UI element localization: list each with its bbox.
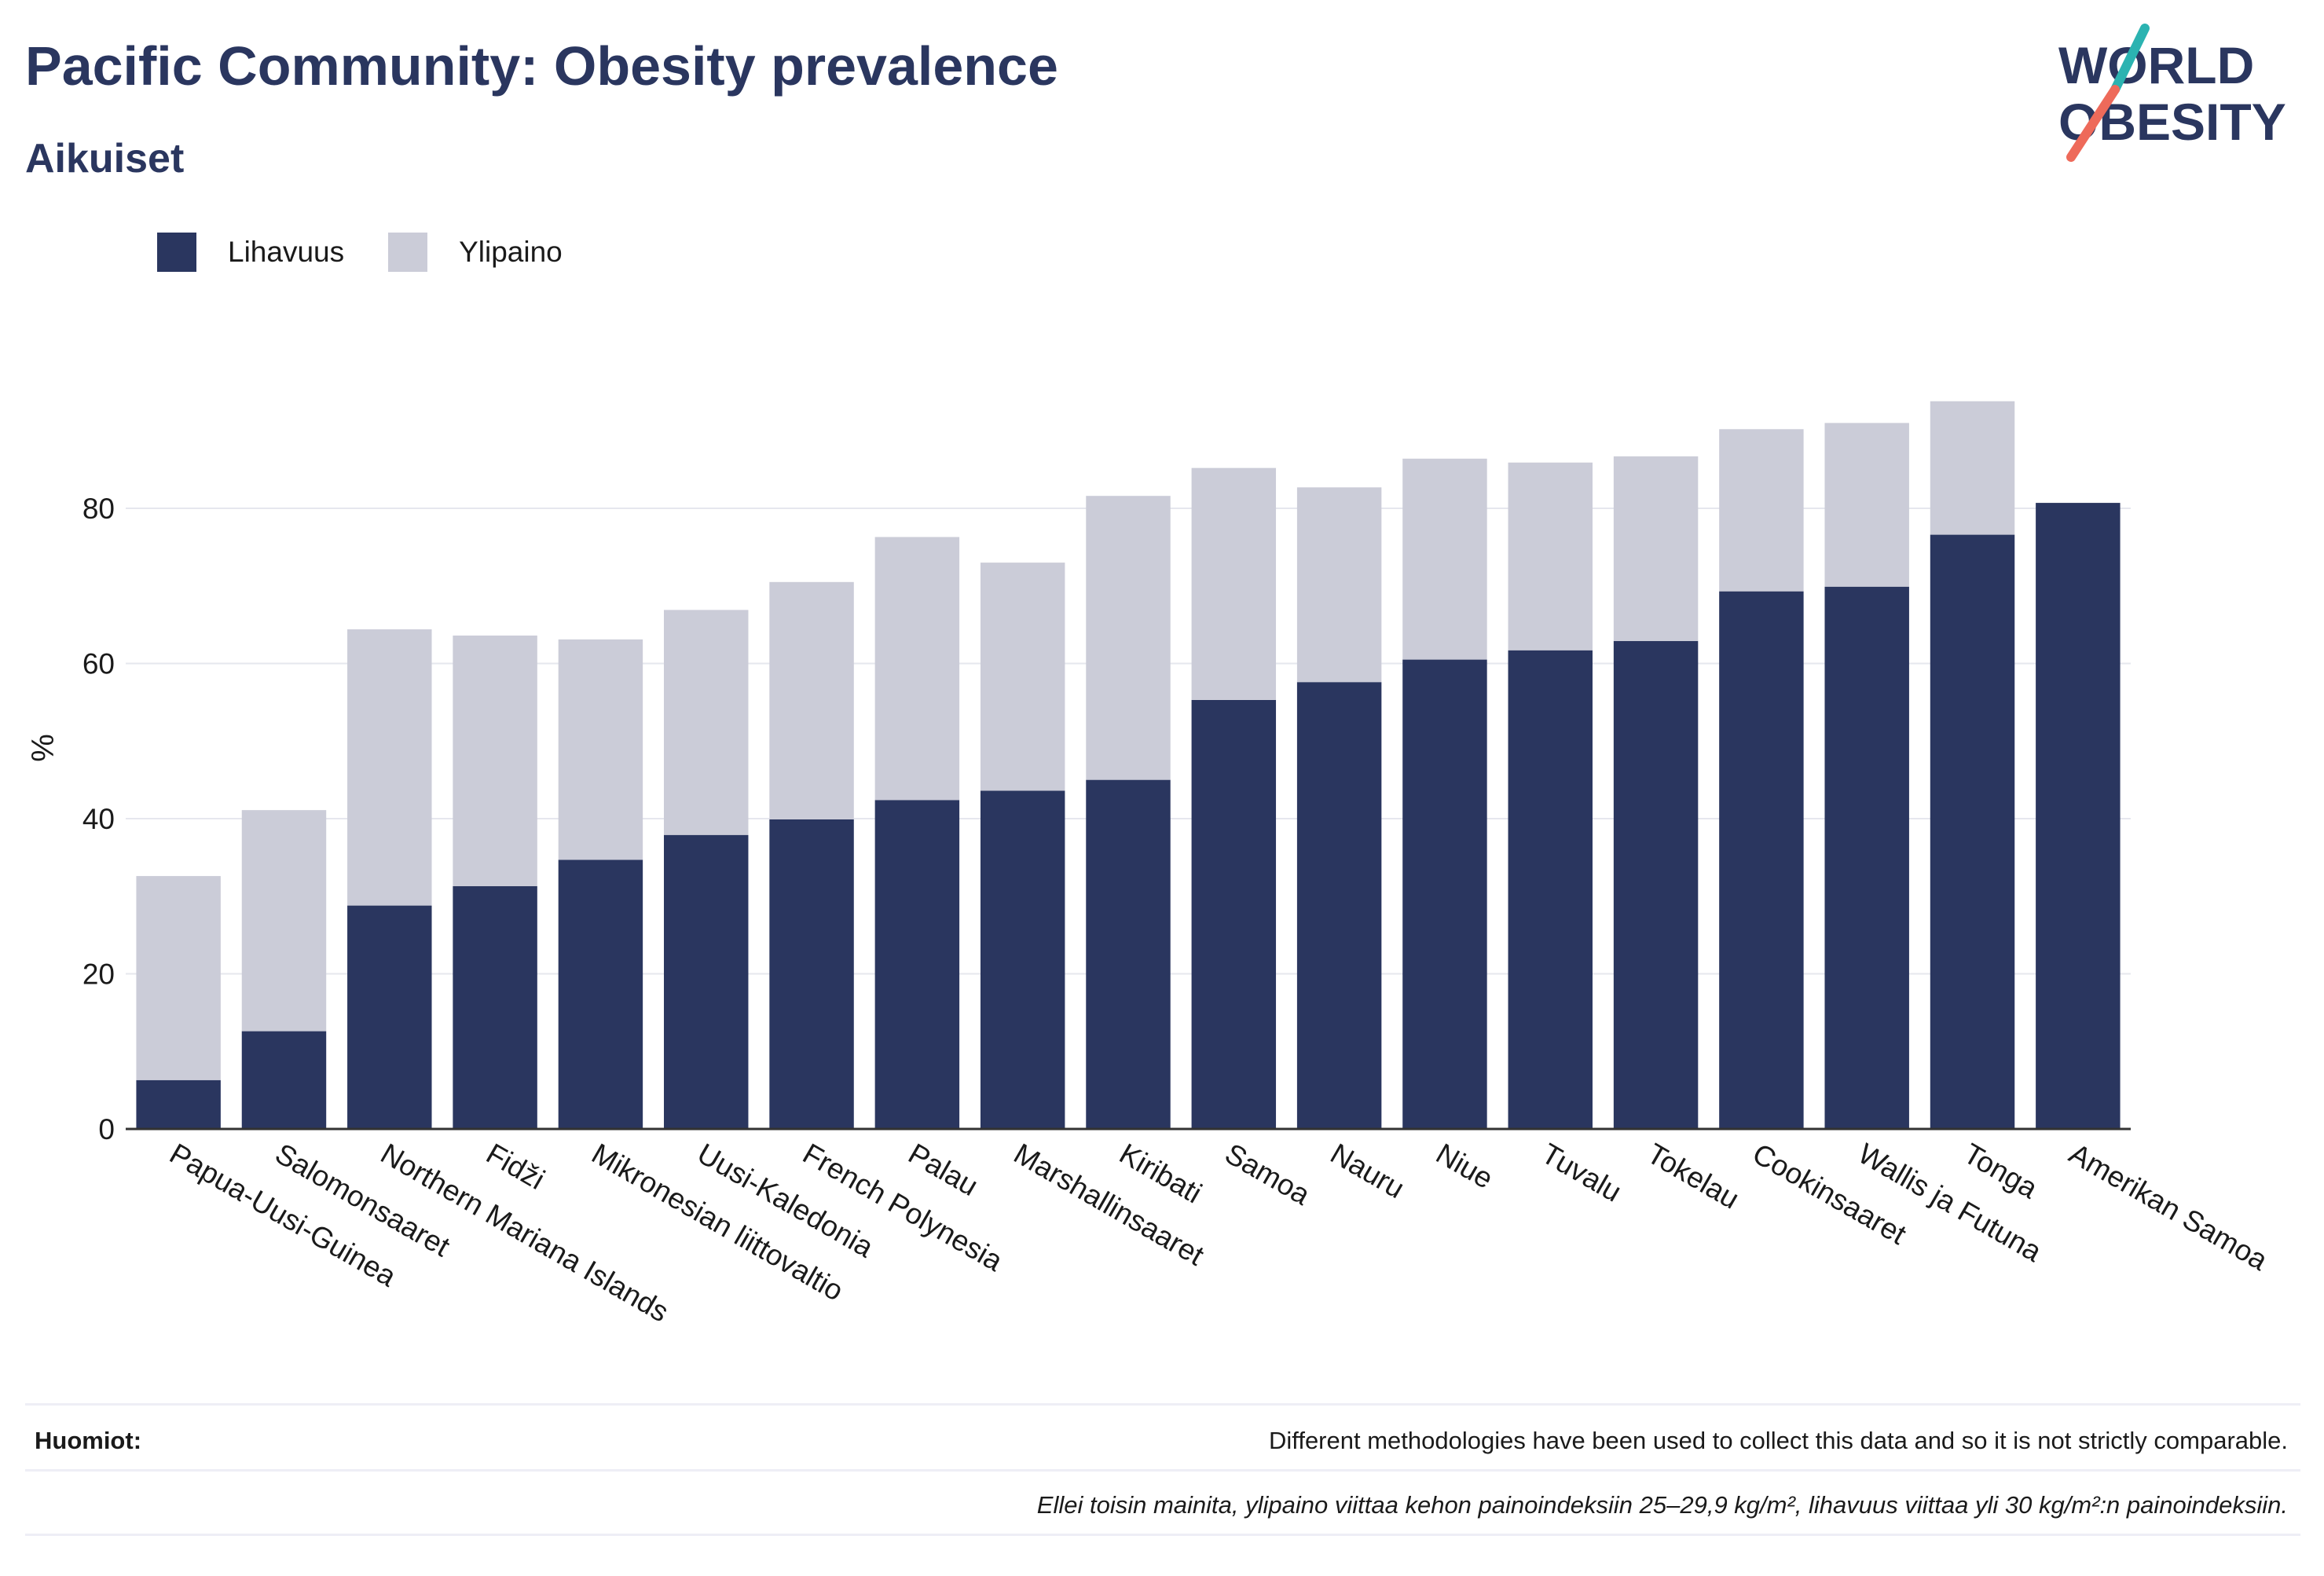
y-axis-label: % xyxy=(26,734,60,762)
footnote-text: Ellei toisin mainita, ylipaino viittaa k… xyxy=(1036,1491,2288,1519)
chart-subtitle: Aikuiset xyxy=(25,136,185,181)
x-tick-label: Tokelau xyxy=(1642,1137,1745,1215)
bar-lihavuus xyxy=(664,834,749,1129)
bar-lihavuus xyxy=(453,885,537,1129)
bar-lihavuus xyxy=(1086,779,1171,1129)
legend-label-ylipaino: Ylipaino xyxy=(459,236,563,268)
bar-ylipaino xyxy=(1930,401,2015,535)
bar-ylipaino xyxy=(241,810,327,1032)
bar-lihavuus xyxy=(347,905,432,1129)
bar-ylipaino xyxy=(136,876,221,1080)
legend-item-ylipaino[interactable]: Ylipaino xyxy=(388,233,563,272)
notes-row: Huomiot: Different methodologies have be… xyxy=(35,1424,2288,1458)
bar-lihavuus xyxy=(136,1079,221,1129)
notes-divider-middle xyxy=(25,1469,2300,1472)
x-tick-label: Samoa xyxy=(1219,1137,1315,1211)
bar-lihavuus xyxy=(2036,503,2121,1129)
notes-divider-top xyxy=(25,1403,2300,1406)
x-tick-label: Wallis ja Futuna xyxy=(1853,1137,2047,1268)
bar-lihavuus xyxy=(1191,699,1277,1129)
bar-ylipaino xyxy=(980,563,1065,791)
x-tick-label: Niue xyxy=(1431,1137,1498,1195)
y-tick-label: 40 xyxy=(82,803,115,835)
chart-title: Pacific Community: Obesity prevalence xyxy=(25,35,1058,97)
bar-ylipaino xyxy=(1824,423,1909,587)
bar-lihavuus xyxy=(1930,534,2015,1129)
logo-slash-teal xyxy=(2110,24,2150,94)
bar-lihavuus xyxy=(769,819,854,1129)
bar-lihavuus xyxy=(1613,640,1699,1129)
legend-label-lihavuus: Lihavuus xyxy=(228,236,345,268)
y-tick-label: 0 xyxy=(98,1113,115,1145)
x-tick-label: Amerikan Samoa xyxy=(2064,1137,2274,1277)
bar-lihavuus xyxy=(1824,586,1909,1129)
bar-lihavuus xyxy=(874,800,960,1129)
bar-ylipaino xyxy=(664,610,749,835)
notes-label: Huomiot: xyxy=(35,1427,142,1454)
bar-ylipaino xyxy=(1086,496,1171,780)
logo-text-world: WORLD xyxy=(2058,36,2254,94)
bar-ylipaino xyxy=(1191,467,1277,700)
x-tick-label: Fidži xyxy=(481,1137,550,1196)
x-tick-label: Nauru xyxy=(1325,1137,1410,1204)
legend-swatch-lihavuus xyxy=(157,233,196,272)
x-tick-label: Marshallinsaaret xyxy=(1009,1137,1210,1272)
bar-ylipaino xyxy=(1508,462,1593,651)
x-tick-label: Tonga xyxy=(1959,1137,2044,1204)
bar-chart: 020406080%Papua-Uusi-GuineaSalomonsaaret… xyxy=(26,401,2274,1329)
bar-lihavuus xyxy=(1402,659,1487,1129)
bar-lihavuus xyxy=(1719,591,1804,1129)
notes-text: Different methodologies have been used t… xyxy=(1269,1427,2288,1454)
logo-slash-coral xyxy=(2066,85,2120,162)
y-tick-label: 20 xyxy=(82,958,115,991)
bar-ylipaino xyxy=(874,537,960,801)
x-tick-label: Palau xyxy=(903,1137,983,1202)
bar-ylipaino xyxy=(1402,458,1487,660)
bar-lihavuus xyxy=(1296,682,1382,1129)
legend-item-lihavuus[interactable]: Lihavuus xyxy=(157,233,344,272)
y-tick-label: 60 xyxy=(82,648,115,680)
legend-swatch-ylipaino xyxy=(388,233,428,272)
bar-ylipaino xyxy=(558,639,643,860)
chart-legend: Lihavuus Ylipaino xyxy=(157,233,607,272)
bar-ylipaino xyxy=(453,635,537,886)
notes-divider-bottom xyxy=(25,1534,2300,1536)
world-obesity-logo: WORLD OBESITY xyxy=(2058,24,2286,162)
y-tick-label: 80 xyxy=(82,493,115,525)
bar-ylipaino xyxy=(1719,429,1804,592)
bar-lihavuus xyxy=(1508,650,1593,1129)
bar-ylipaino xyxy=(347,629,432,906)
bar-ylipaino xyxy=(1613,456,1699,641)
bar-ylipaino xyxy=(769,581,854,819)
bar-lihavuus xyxy=(558,859,643,1129)
bar-ylipaino xyxy=(1296,487,1382,683)
footnote-row: Ellei toisin mainita, ylipaino viittaa k… xyxy=(35,1488,2288,1523)
bar-lihavuus xyxy=(980,790,1065,1129)
bar-lihavuus xyxy=(241,1031,327,1129)
x-tick-label: Tuvalu xyxy=(1536,1137,1626,1208)
